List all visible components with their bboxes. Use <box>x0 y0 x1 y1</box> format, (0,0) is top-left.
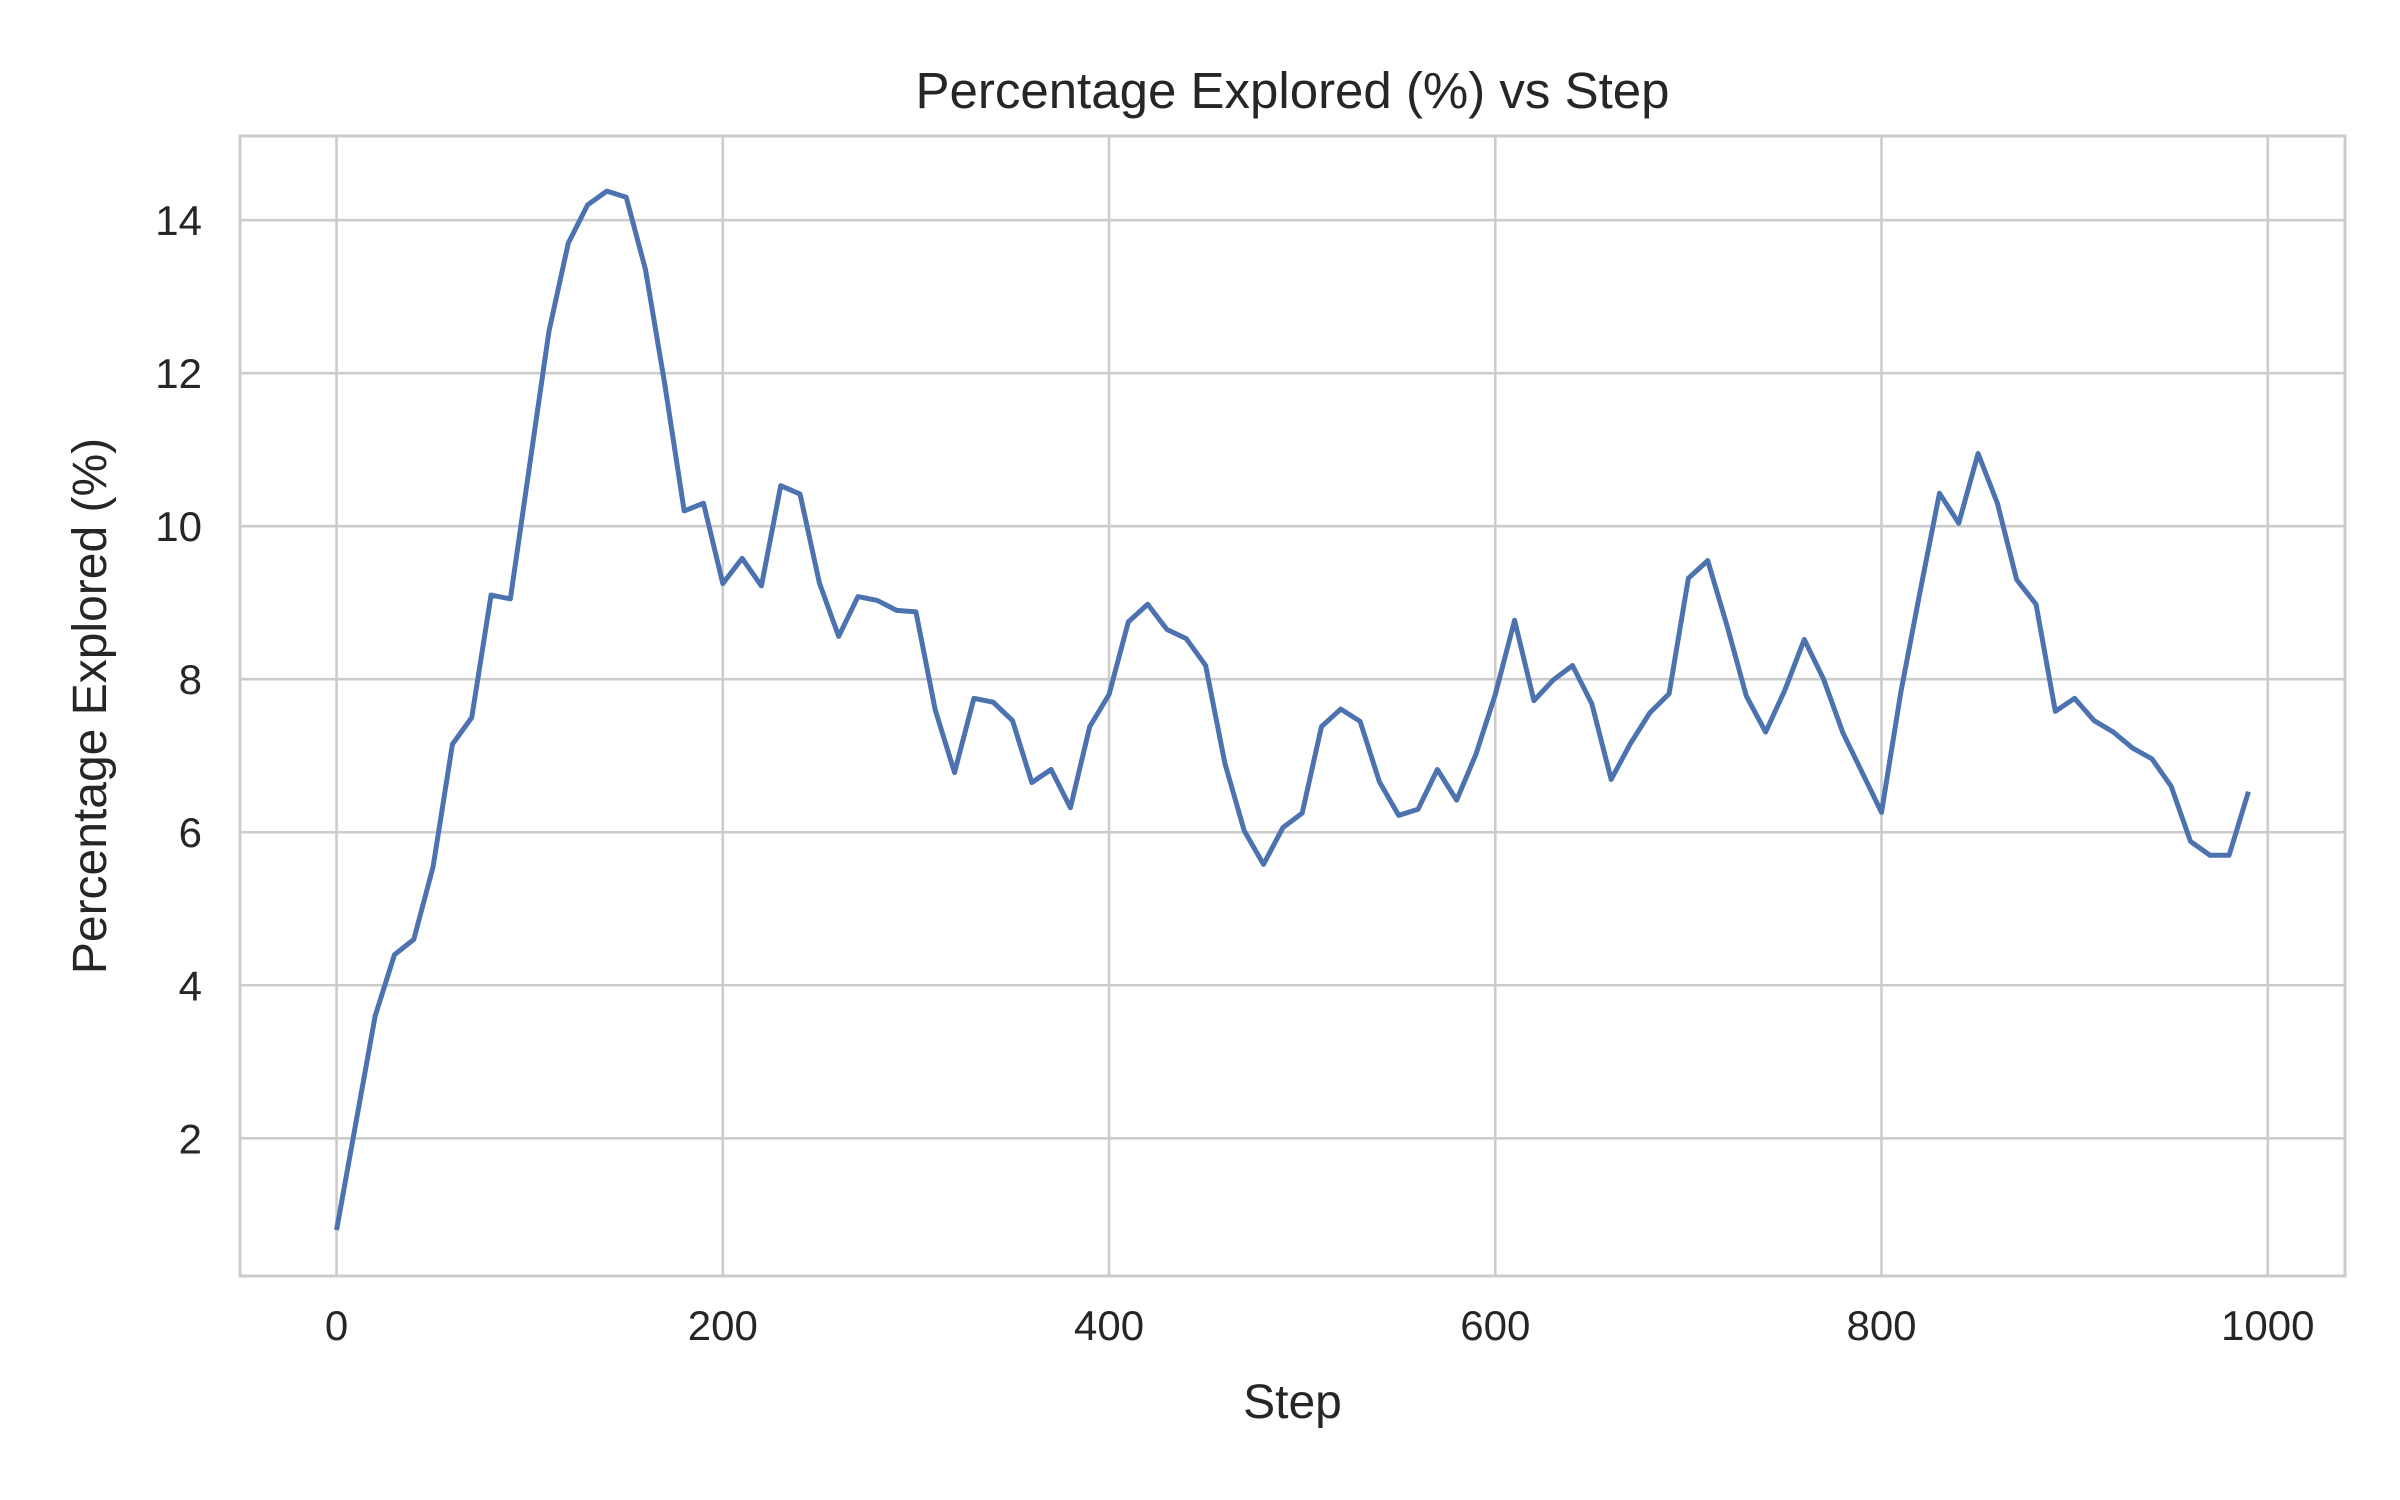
grid <box>240 136 2345 1276</box>
y-tick-label: 10 <box>155 503 202 550</box>
y-tick-label: 8 <box>179 656 202 703</box>
tick-labels: 0 200 400 600 800 1000 2 4 6 8 10 12 14 <box>155 197 2314 1349</box>
y-tick-label: 12 <box>155 350 202 397</box>
x-tick-label: 1000 <box>2221 1302 2314 1349</box>
series-layer <box>334 188 2251 1231</box>
plot-area-frame <box>238 134 2347 1278</box>
y-tick-label: 6 <box>179 809 202 856</box>
x-tick-label: 400 <box>1074 1302 1144 1349</box>
x-tick-label: 0 <box>325 1302 348 1349</box>
x-tick-label: 200 <box>688 1302 758 1349</box>
y-tick-label: 4 <box>179 962 202 1009</box>
x-tick-label: 800 <box>1846 1302 1916 1349</box>
series-line <box>334 188 2251 1231</box>
x-tick-label: 600 <box>1460 1302 1530 1349</box>
y-tick-label: 14 <box>155 197 202 244</box>
chart-title: Percentage Explored (%) vs Step <box>915 62 1669 119</box>
x-axis-label: Step <box>1243 1376 1342 1429</box>
y-axis-label: Percentage Explored (%) <box>64 438 117 974</box>
y-tick-label: 2 <box>179 1115 202 1162</box>
